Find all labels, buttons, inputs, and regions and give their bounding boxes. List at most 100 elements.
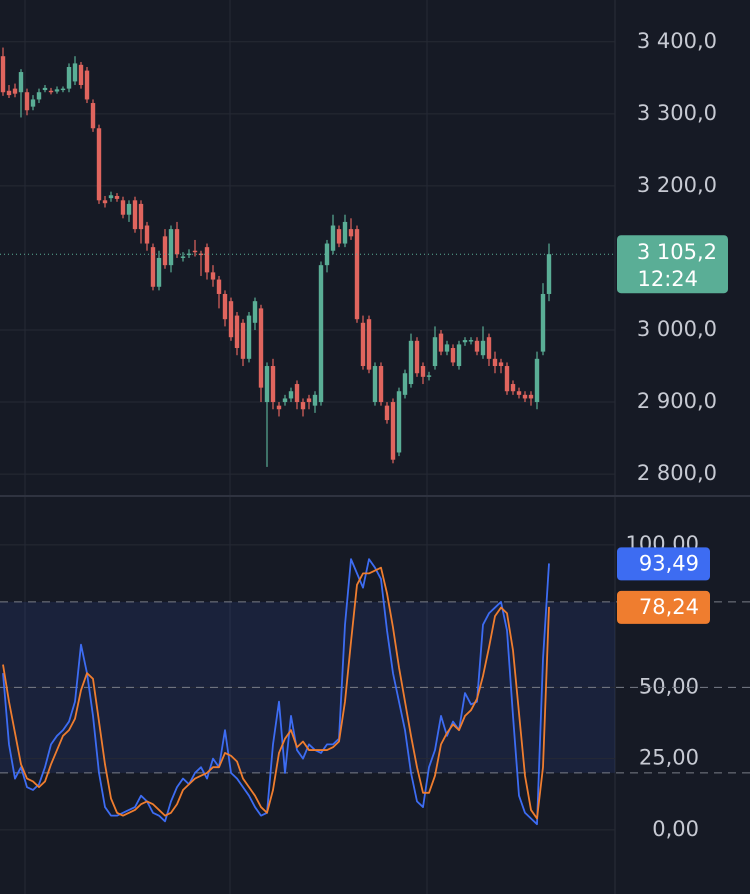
candle-body (342, 221, 348, 244)
candle-body (42, 87, 48, 91)
candle-body (288, 391, 294, 399)
indicator-line (2, 566, 550, 820)
candle-body (0, 56, 6, 93)
candle-body (48, 90, 54, 93)
candle-body (60, 88, 66, 91)
candle-body (408, 340, 414, 385)
candle-body (534, 358, 540, 403)
candle-body (240, 322, 246, 359)
candle-body (162, 236, 168, 266)
candle-body (372, 366, 378, 403)
candle-body (150, 247, 156, 287)
candle-body (108, 195, 114, 199)
candle-body (396, 391, 402, 453)
candle-body (72, 63, 78, 82)
candle-body (414, 340, 420, 374)
candle-body (30, 99, 36, 107)
candle-body (486, 337, 492, 359)
candle-body (366, 319, 372, 370)
candle-body (360, 322, 366, 367)
candle-body (468, 340, 474, 342)
y-tick-label: 0,00 (652, 817, 699, 841)
candle-body (216, 279, 222, 294)
price-pane: 2 800,0 2 900,0 3 000,0 3 200,0 3 300,0 3 400… (0, 29, 728, 485)
countdown-label: 12:24 (637, 267, 698, 291)
last-price-box (617, 235, 728, 294)
candle-body (246, 315, 252, 359)
candle-body (12, 88, 18, 94)
candle-body (432, 337, 438, 367)
candle-body (180, 256, 186, 258)
candle-body (402, 373, 408, 395)
candle-body (270, 366, 276, 403)
candle-body (348, 229, 354, 237)
y-tick-label: 2 800,0 (637, 461, 717, 485)
last-value-label: 93,49 (639, 551, 699, 575)
candle-body (426, 375, 432, 377)
candle-body (384, 405, 390, 421)
last-value-label: 78,24 (639, 595, 699, 619)
candle-body (96, 128, 102, 201)
candle-body (456, 344, 462, 367)
candle-body (114, 195, 120, 199)
candle-body (438, 333, 444, 352)
candle-body (234, 315, 240, 349)
y-tick-label: 25,00 (639, 746, 699, 770)
candle-body (444, 344, 450, 352)
candle-body (174, 229, 180, 255)
candle-body (126, 203, 132, 215)
candle-body (90, 103, 96, 129)
candle-body (390, 402, 396, 460)
candle-body (252, 301, 258, 323)
candle-body (474, 340, 480, 352)
candle-body (156, 257, 162, 287)
y-tick-label: 3 300,0 (637, 101, 717, 125)
candle-body (264, 366, 270, 403)
candle-body (462, 340, 468, 343)
candle-body (354, 229, 360, 320)
y-tick-label: 3 400,0 (637, 29, 717, 53)
y-tick-label: 3 200,0 (637, 173, 717, 197)
candle-body (210, 272, 216, 280)
candle-body (120, 200, 126, 215)
candle-body (294, 384, 300, 403)
candle-body (84, 70, 90, 100)
candle-body (24, 92, 30, 111)
candle-body (102, 200, 108, 204)
candle-body (282, 398, 288, 403)
candle-body (378, 366, 384, 403)
candle-body (528, 394, 534, 399)
candle-body (276, 405, 282, 410)
candle-body (546, 254, 552, 294)
candle-body (66, 67, 72, 89)
candle-body (510, 384, 516, 392)
candle-body (36, 92, 42, 100)
last-price-label: 3 105,2 (637, 240, 717, 264)
candle-body (318, 265, 324, 403)
candle-body (312, 394, 318, 406)
candle-body (228, 301, 234, 338)
y-tick-label: 3 000,0 (637, 317, 717, 341)
candle-body (6, 90, 12, 96)
candle-body (78, 64, 84, 86)
candle-body (516, 391, 522, 395)
candle-body (192, 250, 198, 253)
candle-body (258, 308, 264, 388)
y-tick-label: 50,00 (639, 674, 699, 698)
candle-body (222, 293, 228, 320)
candle-body (18, 72, 24, 93)
candle-body (498, 362, 504, 367)
candle-body (300, 402, 306, 410)
last-value-box (617, 590, 710, 624)
candle-body (336, 229, 342, 244)
candle-body (306, 398, 312, 403)
candle-body (204, 247, 210, 273)
candle-body (522, 394, 528, 399)
candle-body (168, 229, 174, 266)
candle-body (54, 89, 60, 92)
candle-body (420, 366, 426, 377)
candle-body (450, 348, 456, 363)
